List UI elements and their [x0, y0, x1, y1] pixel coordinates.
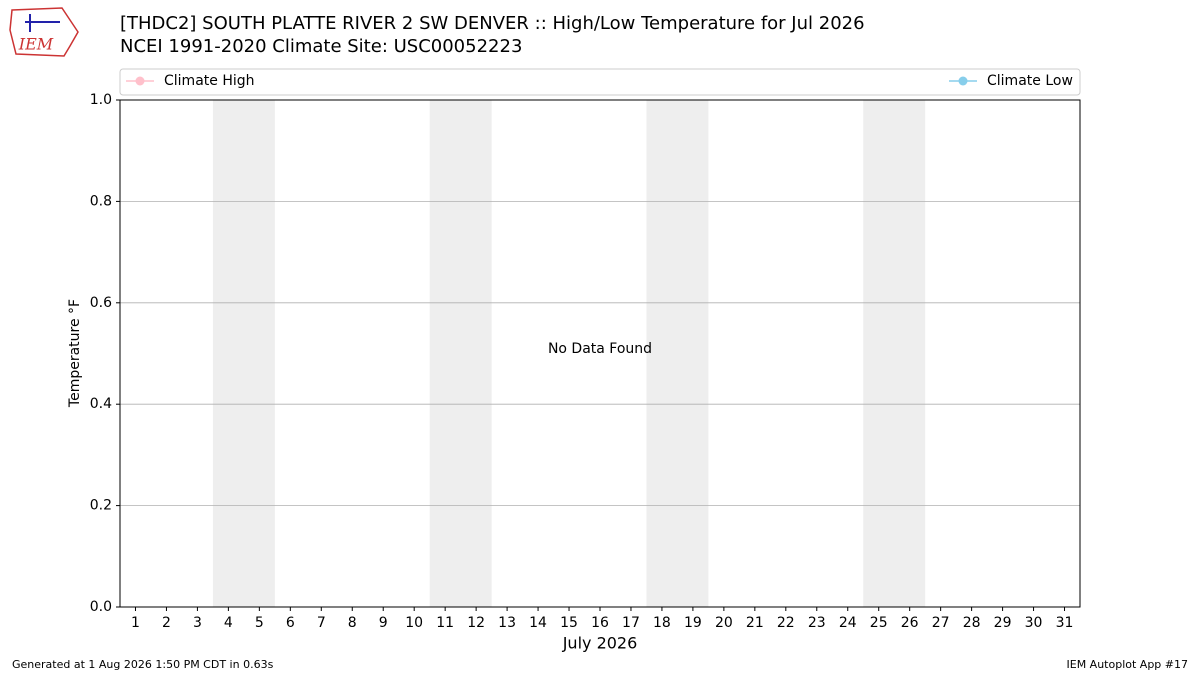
y-axis-label: Temperature °F: [67, 299, 83, 408]
x-tick-label: 9: [379, 615, 388, 631]
logo-text: IEM: [18, 35, 54, 54]
y-tick-label: 0.0: [90, 599, 112, 615]
x-tick-label: 28: [963, 615, 981, 631]
legend-label: Climate Low: [987, 73, 1073, 89]
legend-marker: [958, 76, 968, 86]
x-tick-label: 7: [317, 615, 326, 631]
x-tick-label: 18: [653, 615, 671, 631]
x-tick-label: 23: [808, 615, 826, 631]
x-tick-label: 20: [715, 615, 733, 631]
x-tick-label: 5: [255, 615, 264, 631]
y-tick-label: 0.4: [90, 396, 112, 412]
y-tick-label: 0.2: [90, 498, 112, 514]
x-tick-label: 14: [529, 615, 547, 631]
x-tick-label: 10: [405, 615, 423, 631]
weekend-band: [212, 100, 275, 607]
logo: IEM: [9, 7, 79, 57]
y-tick-label: 0.6: [90, 295, 112, 311]
legend-label: Climate High: [164, 73, 255, 89]
x-tick-label: 4: [224, 615, 233, 631]
x-tick-label: 16: [591, 615, 609, 631]
x-tick-label: 11: [436, 615, 454, 631]
chart-title: [THDC2] SOUTH PLATTE RIVER 2 SW DENVER :…: [120, 13, 865, 34]
x-tick-label: 17: [622, 615, 640, 631]
x-tick-label: 13: [498, 615, 516, 631]
x-tick-label: 8: [348, 615, 357, 631]
x-tick-label: 26: [901, 615, 919, 631]
footer-left: Generated at 1 Aug 2026 1:50 PM CDT in 0…: [12, 658, 274, 671]
x-tick-label: 21: [746, 615, 764, 631]
legend-box: [119, 68, 1081, 96]
chart-subtitle: NCEI 1991-2020 Climate Site: USC00052223: [120, 36, 522, 57]
x-tick-label: 27: [932, 615, 950, 631]
x-axis-label: July 2026: [562, 634, 638, 653]
x-tick-label: 25: [870, 615, 888, 631]
weekend-band: [863, 100, 926, 607]
x-tick-label: 31: [1056, 615, 1074, 631]
legend-marker: [135, 76, 145, 86]
x-tick-label: 19: [684, 615, 702, 631]
x-tick-label: 29: [994, 615, 1012, 631]
x-tick-label: 3: [193, 615, 202, 631]
x-tick-label: 12: [467, 615, 485, 631]
x-tick-label: 6: [286, 615, 295, 631]
x-tick-label: 1: [131, 615, 140, 631]
x-tick-label: 2: [162, 615, 171, 631]
x-tick-label: 24: [839, 615, 857, 631]
footer-right: IEM Autoplot App #17: [1067, 658, 1189, 671]
x-tick-label: 15: [560, 615, 578, 631]
x-tick-label: 22: [777, 615, 795, 631]
y-tick-label: 1.0: [90, 92, 112, 108]
annotation: No Data Found: [548, 341, 652, 357]
y-tick-label: 0.8: [90, 193, 112, 209]
weekend-band: [646, 100, 709, 607]
x-tick-label: 30: [1025, 615, 1043, 631]
weekend-band: [429, 100, 492, 607]
